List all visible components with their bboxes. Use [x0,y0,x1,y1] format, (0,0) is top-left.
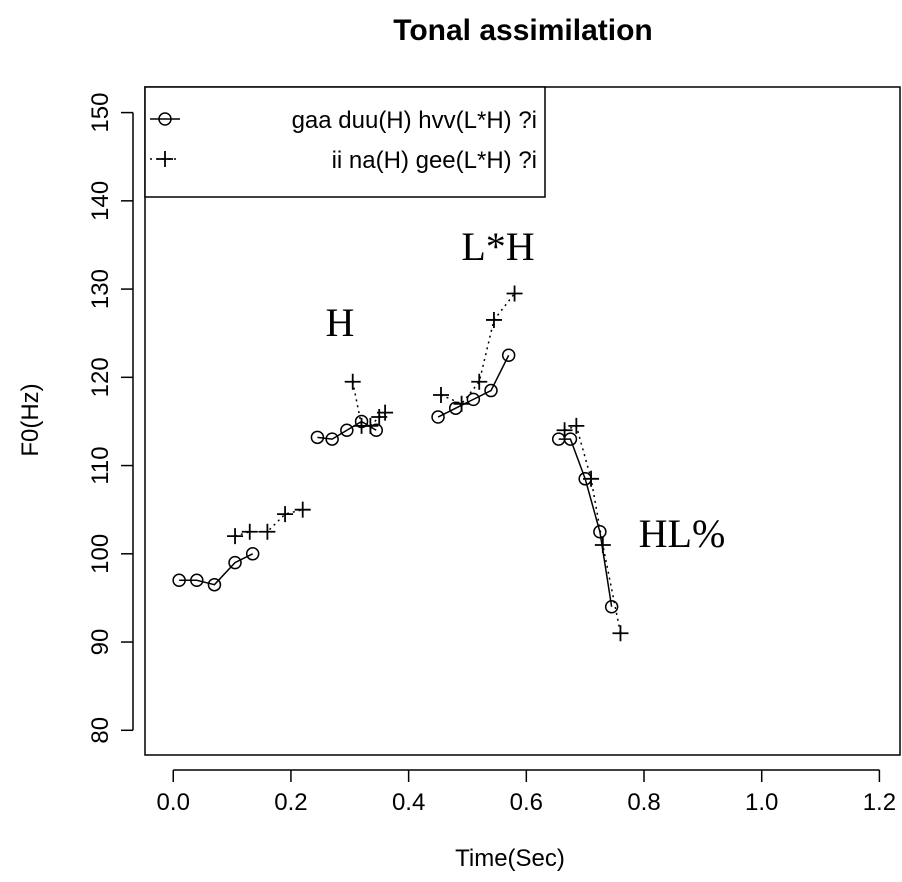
data-point [227,528,244,545]
data-point [340,423,354,438]
data-point [485,311,502,328]
x-tick-label: 1.2 [863,789,896,816]
y-tick-label: 90 [87,629,114,656]
data-point [506,285,523,302]
series-line [179,354,613,607]
data-point [362,417,379,434]
data-point [594,536,611,553]
x-tick-label: 1.0 [745,789,778,816]
annotation: L*H [461,224,534,269]
x-tick-label: 0.8 [627,789,660,816]
data-point [432,386,449,403]
data-point [325,432,339,446]
data-point [556,422,573,439]
y-tick-label: 120 [87,357,114,397]
data-point [568,417,585,434]
x-tick-label: 0.0 [157,789,190,816]
legend-label: gaa duu(H) hvv(L*H) ?i [292,107,537,134]
y-tick-label: 150 [87,93,114,133]
data-point [172,573,186,588]
data-point [612,625,629,642]
data-point [471,373,488,390]
data-point [241,523,258,540]
data-point [207,577,222,592]
y-tick-label: 80 [87,717,114,744]
data-point [344,373,361,390]
legend-marker [157,151,173,167]
data-point [310,430,325,445]
y-tick-label: 140 [87,181,114,221]
data-point [294,501,311,518]
legend-box [144,86,546,198]
data-point [259,523,276,540]
y-tick-label: 100 [87,534,114,574]
data-point [501,348,516,363]
legend-label: ii na(H) gee(L*H) ?i [332,147,537,174]
x-axis-label: Time(Sec) [455,845,565,872]
y-axis-label: F0(Hz) [17,383,44,456]
data-point [277,506,294,523]
data-point [431,410,445,424]
data-point [466,392,481,407]
data-point [377,404,394,421]
x-tick-label: 0.6 [510,789,543,816]
annotation: H [326,300,355,345]
data-point [453,395,470,412]
series-line [234,293,622,634]
data-point [190,573,204,588]
chart-title: Tonal assimilation [393,14,653,47]
data-point [563,432,578,446]
data-point [228,555,242,570]
data-point [604,600,619,614]
data-point [583,470,600,487]
data-point [484,383,498,398]
legend-marker [158,112,172,126]
annotation: HL% [639,511,726,556]
x-tick-label: 0.2 [274,789,307,816]
y-tick-label: 110 [87,446,114,484]
y-tick-label: 130 [87,269,114,309]
data-point [245,547,260,561]
x-tick-label: 0.4 [392,789,425,816]
